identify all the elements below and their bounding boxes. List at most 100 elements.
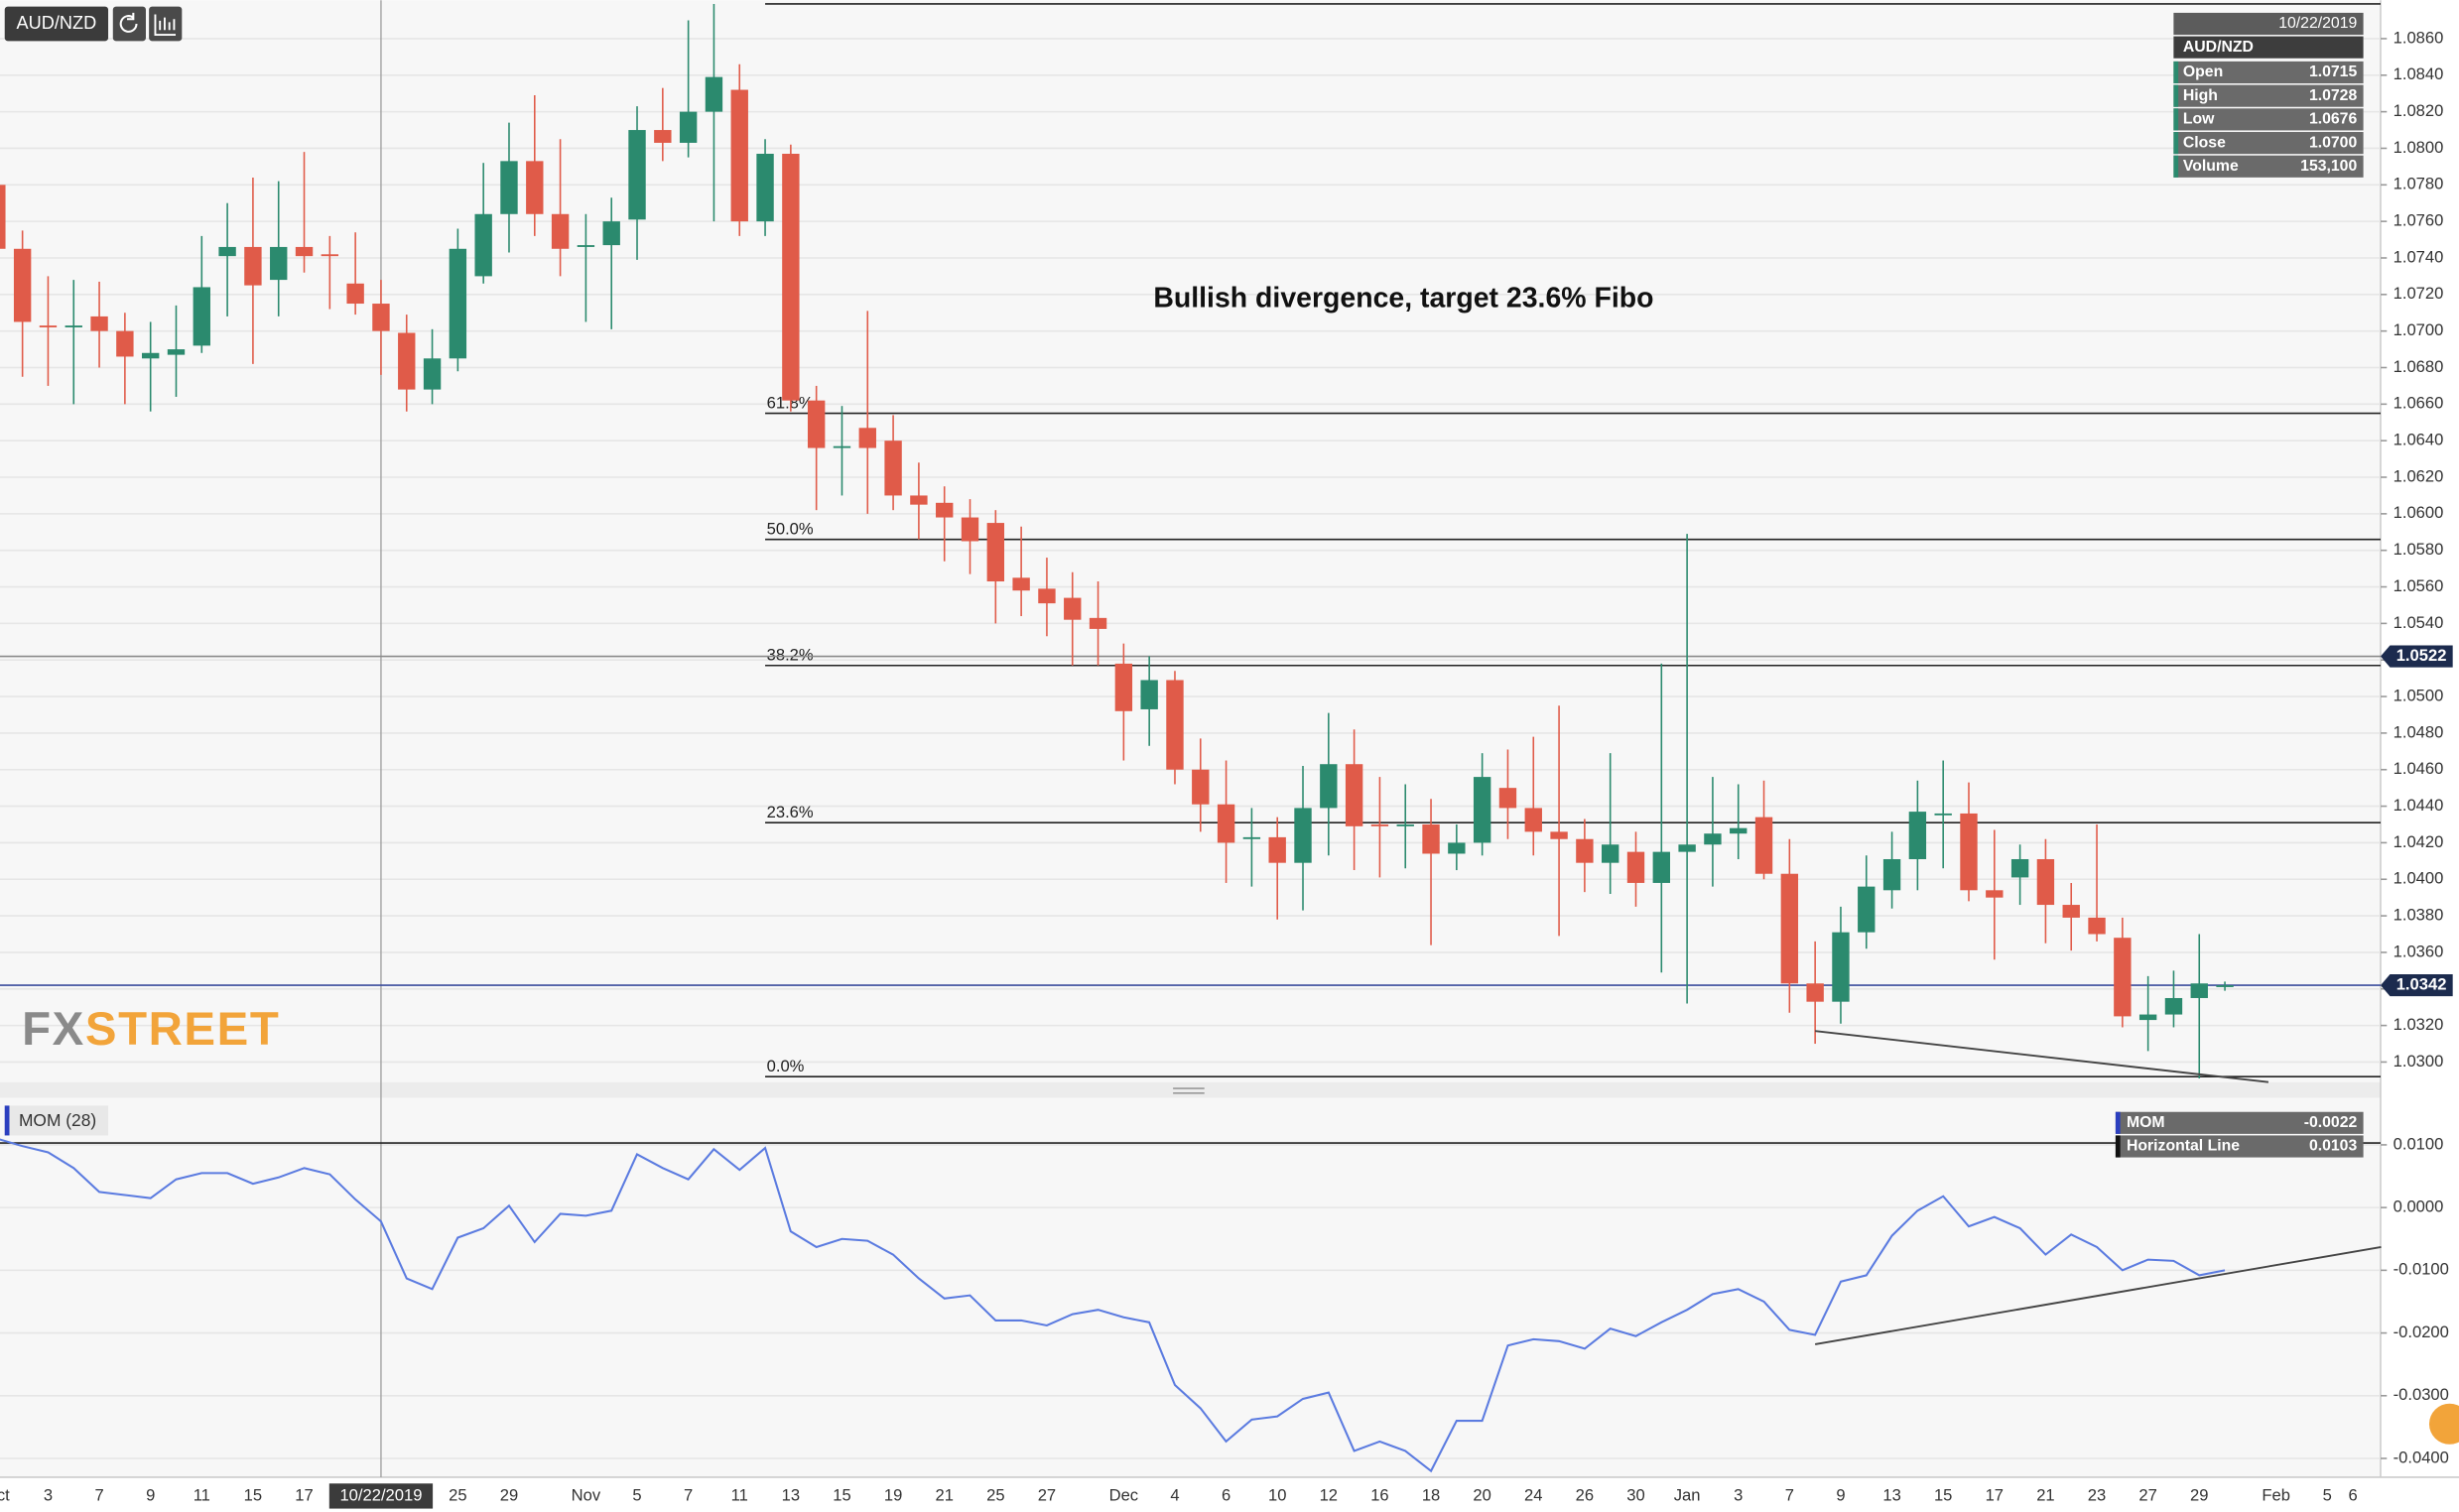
readout-name: Close — [2183, 134, 2226, 151]
y-tick-label: 1.0480 — [2394, 722, 2444, 741]
candle-body — [398, 332, 416, 390]
fibo-label: 38.2% — [767, 646, 814, 665]
y-tick-label: 0.0100 — [2394, 1134, 2444, 1153]
indicator-readout-name: Horizontal Line — [2127, 1138, 2240, 1155]
symbol-button[interactable] — [4, 6, 109, 42]
y-tick-label: 1.0300 — [2394, 1052, 2444, 1071]
y-tick-label: 1.0640 — [2394, 431, 2444, 449]
candle-body — [1524, 808, 1542, 832]
y-tick-label: 1.0400 — [2394, 869, 2444, 888]
candle-body — [218, 246, 236, 257]
candle-body — [1730, 827, 1747, 834]
y-tick-label: 1.0840 — [2394, 64, 2444, 83]
candle-body — [1960, 813, 1978, 891]
candle-body — [1345, 764, 1363, 826]
candle-body — [577, 245, 595, 247]
candle-body — [730, 89, 748, 222]
x-tick-label: 5 — [2323, 1485, 2332, 1504]
panel-separator[interactable] — [0, 1081, 2381, 1098]
candle-body — [679, 111, 698, 143]
readout-value: 153,100 — [2300, 158, 2357, 175]
x-tick-label: Oct — [0, 1485, 10, 1504]
y-tick-label: 1.0600 — [2394, 503, 2444, 522]
candle-body — [1908, 812, 1927, 859]
candle-body — [1396, 823, 1414, 826]
candle-body — [0, 185, 6, 249]
y-tick-label: 1.0420 — [2394, 832, 2444, 851]
candle-body — [1576, 838, 1594, 863]
x-tick-label: 15 — [244, 1485, 262, 1504]
readout-header — [2173, 12, 2364, 36]
y-tick-label: 1.0800 — [2394, 138, 2444, 157]
candle-body — [986, 523, 1005, 582]
x-tick-label: 23 — [2088, 1485, 2106, 1504]
candle-body — [858, 428, 876, 448]
candle-body — [1806, 983, 1824, 1002]
candle-body — [2164, 997, 2183, 1015]
x-tick-label: 25 — [449, 1485, 466, 1504]
candle-body — [1448, 842, 1466, 854]
y-tick-label: 1.0620 — [2394, 466, 2444, 485]
indicator-readout-accent — [2115, 1111, 2121, 1134]
x-tick-label: 16 — [1370, 1485, 1388, 1504]
readout-row — [2173, 155, 2364, 178]
refresh-button[interactable] — [112, 6, 146, 42]
candle-body — [1652, 851, 1671, 883]
candle-body — [1064, 597, 1082, 620]
x-tick-label: 26 — [1576, 1485, 1594, 1504]
candle-body — [90, 315, 108, 331]
readout-row-accent — [2173, 84, 2179, 107]
candle-body — [1678, 844, 1696, 852]
candle-body — [372, 304, 390, 331]
y-tick-label: 1.0560 — [2394, 576, 2444, 595]
symbol-label: AUD/NZD — [17, 13, 97, 33]
x-tick-label: 9 — [1836, 1485, 1845, 1504]
candle-body — [321, 254, 339, 257]
candle-body — [13, 248, 32, 322]
readout-name: Volume — [2183, 158, 2239, 175]
indicator-tag[interactable] — [4, 1105, 109, 1136]
help-button[interactable] — [2428, 1403, 2459, 1445]
readout-row-accent — [2173, 155, 2179, 178]
candle-body — [116, 330, 134, 357]
y-tick-label: 1.0360 — [2394, 942, 2444, 960]
x-tick-label: 11 — [731, 1485, 748, 1504]
x-tick-label: 6 — [1222, 1485, 1230, 1504]
candle-body — [1858, 886, 1876, 933]
x-tick-label: 19 — [884, 1485, 902, 1504]
candle-body — [270, 246, 288, 281]
y-tick-label: 1.0780 — [2394, 175, 2444, 193]
y-tick-label: 1.0700 — [2394, 320, 2444, 339]
candle-body — [2114, 938, 2132, 1017]
readout-name: Low — [2183, 111, 2215, 128]
price-label-box — [2380, 645, 2453, 668]
x-tick-label: 29 — [500, 1485, 518, 1504]
y-tick-label: 1.0660 — [2394, 394, 2444, 413]
indicator-line — [0, 1138, 2226, 1473]
y-tick-label: 1.0540 — [2394, 613, 2444, 632]
y-tick-label: 1.0580 — [2394, 540, 2444, 559]
y-tick-label: -0.0200 — [2394, 1323, 2449, 1341]
y-tick-label: 1.0860 — [2394, 28, 2444, 47]
candle-body — [654, 130, 672, 143]
candle-body — [2216, 985, 2234, 987]
price-label-box — [2380, 974, 2453, 997]
candle-body — [1114, 663, 1133, 711]
x-tick-label: 27 — [1038, 1485, 1056, 1504]
readout-row-accent — [2173, 132, 2179, 155]
candle-body — [602, 221, 620, 246]
candle-body — [1780, 873, 1799, 984]
y-tick-label: 1.0320 — [2394, 1015, 2444, 1034]
annotation: Bullish divergence, target 23.6% Fibo — [1153, 283, 1653, 315]
candle-body — [1473, 777, 1491, 843]
candle-body — [1140, 680, 1158, 709]
y-tick-label: -0.0400 — [2394, 1448, 2449, 1466]
price-label: 1.0342 — [2396, 974, 2447, 993]
y-tick-label: 1.0740 — [2394, 247, 2444, 266]
candle-body — [1882, 858, 1901, 891]
x-tick-label: 17 — [295, 1485, 313, 1504]
candle-body — [936, 502, 954, 518]
candle-body — [1038, 588, 1056, 604]
readout-row-accent — [2173, 61, 2179, 84]
